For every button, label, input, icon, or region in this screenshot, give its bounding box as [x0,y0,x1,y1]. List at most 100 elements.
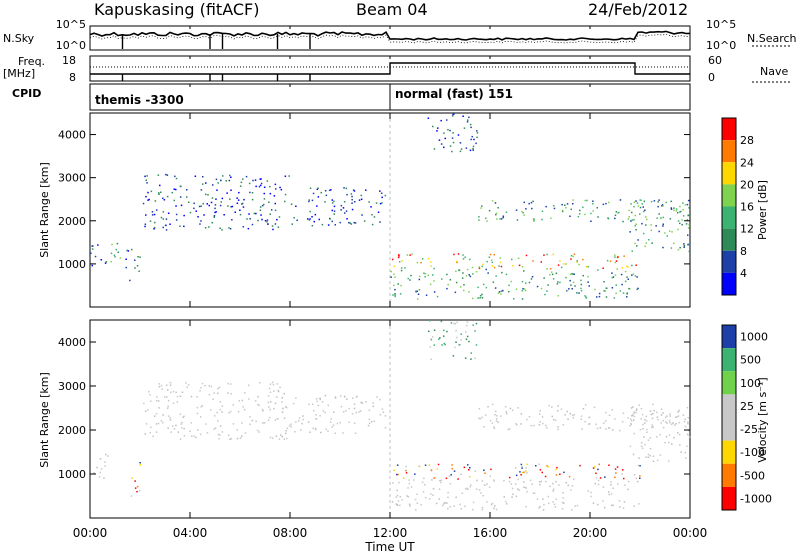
data-point [330,418,332,420]
data-point [632,412,635,415]
data-point [519,471,521,473]
data-point [662,412,664,414]
data-point [99,471,101,474]
data-point [661,204,664,206]
data-point [551,273,554,276]
colorbar-segment [722,348,736,372]
data-point [231,205,234,208]
data-point [316,205,318,207]
data-point [160,191,162,193]
data-point [470,126,472,129]
data-point [455,341,457,343]
data-point [432,494,434,496]
colorbar-segment [722,325,736,349]
data-point [360,198,363,200]
data-point [610,484,612,486]
data-point [407,277,409,280]
data-point [461,277,464,279]
data-point [646,431,648,433]
data-point [211,197,214,199]
data-point [584,295,586,297]
data-point [573,413,575,416]
data-point [490,259,493,261]
data-point [345,210,348,212]
data-point [433,280,435,282]
data-point [456,261,458,264]
data-point [484,472,486,474]
data-point [520,474,522,476]
data-point [229,174,231,177]
data-point [283,438,285,440]
data-point [687,423,689,425]
data-point [186,189,188,191]
colorbar-segment [722,206,736,229]
data-point [463,127,466,129]
data-point [351,198,353,201]
data-point [678,433,681,436]
data-point [348,421,350,424]
data-point [351,413,354,415]
data-point [549,485,551,487]
data-point [531,276,534,278]
data-point [515,423,517,425]
data-point [457,344,460,346]
data-point [621,267,623,269]
data-point [455,281,458,284]
y-tick-label: 1000 [58,468,86,481]
data-point [396,504,399,506]
data-point [497,421,499,423]
data-point [267,401,270,404]
data-point [384,415,387,417]
data-point [669,421,671,424]
data-point [361,402,364,404]
data-point [650,413,653,416]
data-point [670,208,673,210]
data-point [429,283,432,286]
data-point [321,223,324,226]
nave-label: Nave [760,65,789,78]
data-point [644,245,646,248]
data-point [175,205,177,207]
data-point [536,498,539,500]
data-point [673,436,675,439]
data-point [472,509,474,511]
data-point [493,479,495,481]
data-point [611,504,613,507]
data-point [363,220,366,222]
data-point [342,432,344,434]
data-point [476,479,478,482]
data-point [343,395,346,398]
data-point [612,429,614,431]
data-point [555,474,558,476]
data-point [455,260,458,263]
data-point [570,284,572,286]
data-point [272,383,275,386]
data-point [668,419,671,422]
data-point [368,201,370,203]
data-point [382,411,385,413]
data-point [470,352,472,354]
data-point [592,200,594,202]
data-point [373,420,375,422]
data-point [615,472,617,474]
data-point [162,218,164,220]
data-point [145,214,147,216]
data-point [535,465,537,467]
data-point [393,273,395,276]
data-point [493,253,495,256]
data-point [611,272,613,274]
data-point [162,226,164,229]
data-point [421,481,424,484]
data-point [530,278,533,280]
data-point [576,260,578,262]
data-point [414,473,416,475]
data-point [507,428,510,431]
data-point [509,476,511,479]
data-point [144,433,146,435]
data-point [160,384,163,387]
data-point [440,479,442,481]
data-point [622,220,624,223]
colorbar-segment [722,162,736,185]
data-point [455,270,457,273]
data-point [465,488,467,490]
